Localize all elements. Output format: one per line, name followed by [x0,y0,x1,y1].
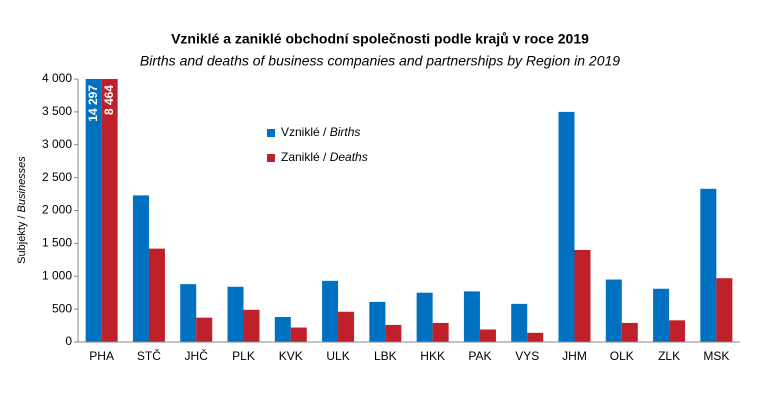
bar [148,248,165,342]
y-tick-label: 500 [52,301,72,315]
bar [653,288,670,342]
bar [558,111,575,342]
x-tick-label: OLK [610,349,634,363]
bar [243,309,260,342]
chart-title: Vzniklé a zaniklé obchodní společnosti p… [171,31,589,47]
y-tick-label: 4 000 [42,71,72,85]
bar [101,79,118,342]
y-tick-label: 0 [65,334,72,348]
value-label: 8 464 [102,85,116,115]
y-tick-label: 2 500 [42,170,72,184]
x-tick-label: JHM [562,349,587,363]
x-tick-label: PHA [89,349,114,363]
y-tick-label: 3 500 [42,104,72,118]
x-tick-label: ZLK [658,349,680,363]
bar [511,303,528,342]
legend-swatch [267,129,275,137]
bar [527,332,544,342]
bar [132,195,149,342]
x-tick-label: HKK [420,349,445,363]
y-tick-label: 1 500 [42,236,72,250]
value-label: 14 297 [86,85,100,122]
bar [700,188,717,342]
bar [716,278,733,342]
bar [180,284,197,342]
legend-label: Vzniklé / Births [281,125,360,139]
y-tick-label: 2 000 [42,203,72,217]
chart-subtitle: Births and deaths of business companies … [140,53,620,69]
x-tick-label: JHČ [185,348,209,363]
x-tick-label: ULK [326,349,349,363]
bar [369,301,386,342]
bar [290,327,307,342]
bar [463,291,480,342]
bar [196,317,213,342]
x-tick-label: MSK [703,349,729,363]
bar [479,329,496,342]
bar [385,324,402,342]
y-tick-label: 3 000 [42,137,72,151]
bar [669,320,686,342]
x-tick-label: KVK [279,349,303,363]
bar [574,249,591,342]
bar [85,79,102,342]
legend-swatch [267,154,275,162]
bar [274,317,291,342]
plot-area [85,79,733,342]
bar [416,292,433,342]
bar [605,279,622,342]
x-tick-label: PAK [468,349,491,363]
bar [621,322,638,342]
x-tick-label: STČ [137,348,161,363]
y-tick-label: 1 000 [42,268,72,282]
bar [338,311,355,342]
x-tick-label: PLK [232,349,255,363]
legend-label: Zaniklé / Deaths [281,150,368,164]
bar [322,280,339,342]
bar [432,322,449,342]
bar [227,286,244,342]
x-tick-label: LBK [374,349,397,363]
x-tick-label: VYS [515,349,539,363]
y-axis-label: Subjekty / Businesses [16,156,28,264]
